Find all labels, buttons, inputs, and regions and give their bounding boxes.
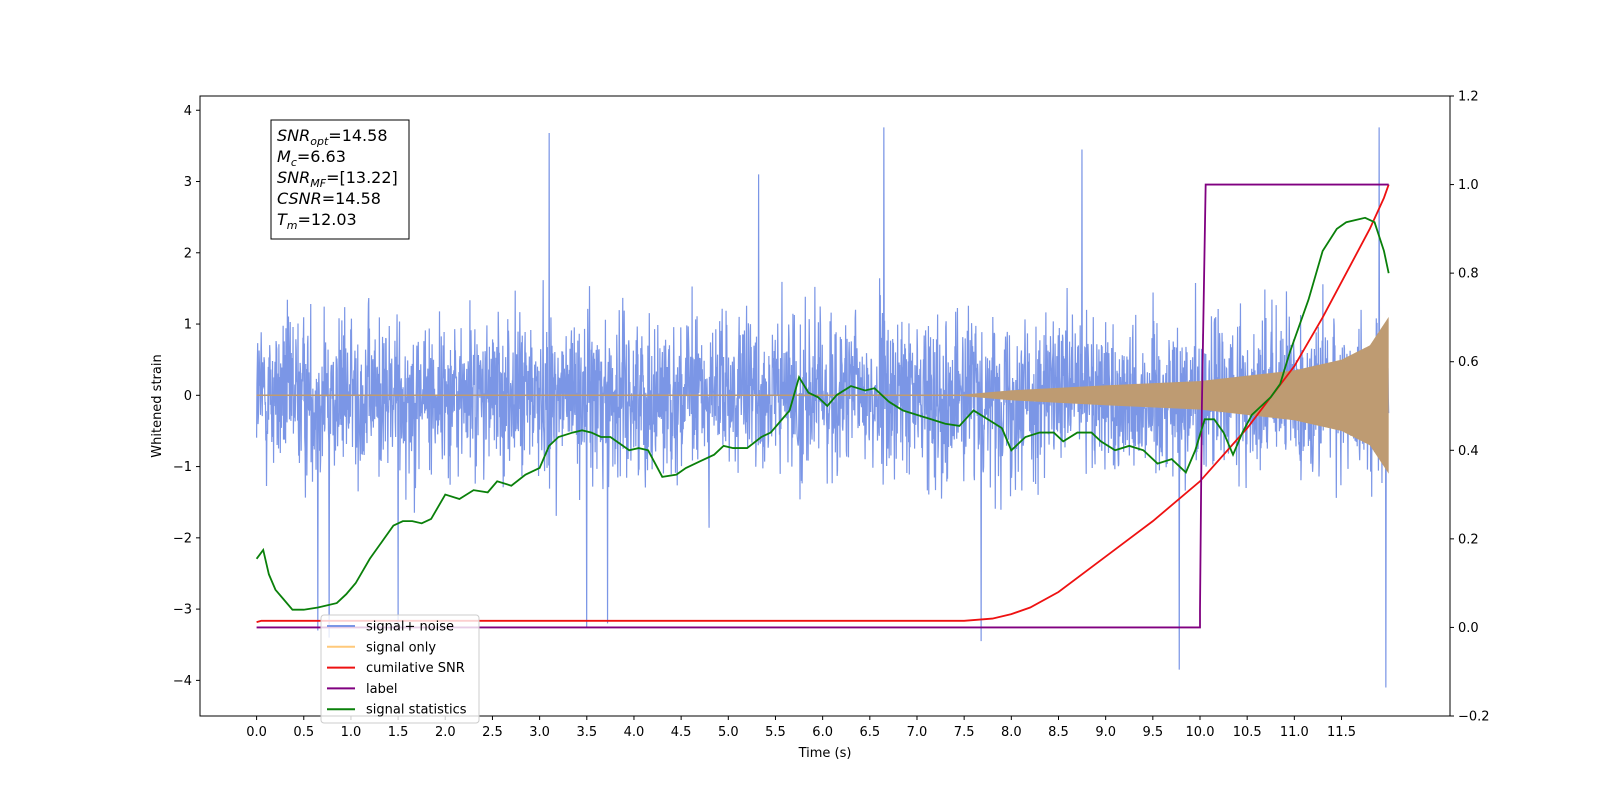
info-box-line: CSNR=14.58 xyxy=(277,189,381,208)
series-line-label xyxy=(256,183,1389,629)
info-box-subscript: opt xyxy=(310,135,329,148)
x-tick-label: 4.5 xyxy=(671,725,692,740)
y2-tick-label: 0.4 xyxy=(1458,444,1479,459)
info-box-line: SNRopt=14.58 xyxy=(277,126,388,148)
info-box: SNRopt=14.58Mc=6.63SNRMF=[13.22]CSNR=14.… xyxy=(270,119,410,240)
series-fill-signal-only xyxy=(256,316,1389,474)
info-box-symbol: SNR xyxy=(277,168,310,187)
x-tick-label: 8.0 xyxy=(1001,725,1022,740)
y-tick-label: −3 xyxy=(173,603,192,618)
info-box-value: =12.03 xyxy=(298,210,357,229)
info-box-symbol: M xyxy=(277,147,291,166)
x-tick-label: 5.0 xyxy=(718,725,739,740)
x-tick-label: 1.0 xyxy=(341,725,362,740)
info-box-subscript: m xyxy=(287,219,298,232)
x-axis-label: Time (s) xyxy=(798,746,852,761)
plot-frame xyxy=(199,95,1451,717)
x-tick-label: 9.5 xyxy=(1142,725,1163,740)
x-tick-label: 11.5 xyxy=(1327,725,1356,740)
y-tick-label: −1 xyxy=(173,460,192,475)
x-tick-label: 0.5 xyxy=(293,725,314,740)
x-tick-label: 10.0 xyxy=(1186,725,1215,740)
legend-label-signal-only: signal only xyxy=(366,640,436,655)
legend-frame xyxy=(320,614,480,724)
y2-tick-label: −0.2 xyxy=(1458,710,1490,725)
y-tick-label: 3 xyxy=(184,175,192,190)
info-box-value: =6.63 xyxy=(297,147,346,166)
x-tick-label: 1.5 xyxy=(388,725,409,740)
x-tick-label: 0.0 xyxy=(246,725,267,740)
y-tick-label: −4 xyxy=(173,674,192,689)
series-line-signal-statistics xyxy=(255,216,1390,611)
x-tick-label: 11.0 xyxy=(1280,725,1309,740)
x-tick-label: 3.0 xyxy=(529,725,550,740)
info-box-symbol: T xyxy=(277,210,288,229)
x-tick-label: 4.0 xyxy=(624,725,645,740)
y-tick-label: 4 xyxy=(184,104,192,119)
info-box-value: =[13.22] xyxy=(326,168,398,187)
x-tick-label: 6.5 xyxy=(859,725,880,740)
info-box-line: SNRMF=[13.22] xyxy=(277,168,398,190)
x-tick-label: 6.0 xyxy=(812,725,833,740)
legend-label-signal-noise: signal+ noise xyxy=(366,620,454,635)
y-tick-label: 2 xyxy=(184,246,192,261)
info-box-symbol: CSNR xyxy=(277,189,322,208)
info-box-value: =14.58 xyxy=(328,126,387,145)
info-box-subscript: MF xyxy=(310,177,326,190)
info-box-symbol: SNR xyxy=(277,126,310,145)
info-box-frame xyxy=(270,119,410,240)
x-tick-label: 2.0 xyxy=(435,725,456,740)
series-line-cumilative-snr xyxy=(256,184,1390,623)
legend-label-label: label xyxy=(366,682,397,697)
x-tick-label: 5.5 xyxy=(765,725,786,740)
y2-tick-label: 0.6 xyxy=(1458,355,1479,370)
x-tick-label: 8.5 xyxy=(1048,725,1069,740)
x-tick-label: 9.0 xyxy=(1095,725,1116,740)
info-box-line: Mc=6.63 xyxy=(277,147,346,169)
x-tick-label: 7.5 xyxy=(954,725,975,740)
info-box-subscript: c xyxy=(291,156,297,169)
y2-tick-label: 0.2 xyxy=(1458,532,1479,547)
y-tick-label: 0 xyxy=(184,389,192,404)
x-tick-label: 3.5 xyxy=(576,725,597,740)
legend: signal+ noise signal only cumilative SNR la… xyxy=(320,614,480,724)
y-axis-label: Whitened strain xyxy=(150,354,165,457)
y2-tick-label: 0.0 xyxy=(1458,621,1479,636)
y-tick-label: −2 xyxy=(173,531,192,546)
y-tick-label: 1 xyxy=(184,318,192,333)
x-tick-label: 10.5 xyxy=(1233,725,1262,740)
y2-tick-label: 1.2 xyxy=(1458,90,1479,105)
legend-label-cumilative-snr: cumilative SNR xyxy=(366,661,465,676)
y2-tick-label: 0.8 xyxy=(1458,267,1479,282)
legend-label-signal-statistics: signal statistics xyxy=(366,703,467,718)
x-tick-label: 7.0 xyxy=(907,725,928,740)
y2-tick-label: 1.0 xyxy=(1458,178,1479,193)
info-box-value: =14.58 xyxy=(322,189,381,208)
info-box-line: Tm=12.03 xyxy=(277,210,357,232)
x-tick-label: 2.5 xyxy=(482,725,503,740)
